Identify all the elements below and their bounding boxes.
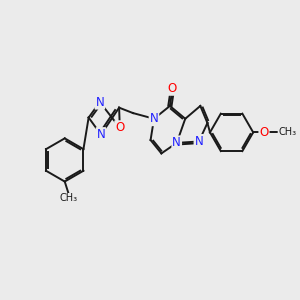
Text: CH₃: CH₃ [59, 194, 77, 203]
Text: N: N [194, 135, 203, 148]
Text: O: O [168, 82, 177, 95]
Text: N: N [97, 128, 105, 141]
Text: CH₃: CH₃ [278, 128, 296, 137]
Text: N: N [150, 112, 158, 125]
Text: N: N [172, 136, 181, 149]
Text: N: N [95, 96, 104, 109]
Text: O: O [115, 121, 124, 134]
Text: O: O [260, 126, 268, 139]
